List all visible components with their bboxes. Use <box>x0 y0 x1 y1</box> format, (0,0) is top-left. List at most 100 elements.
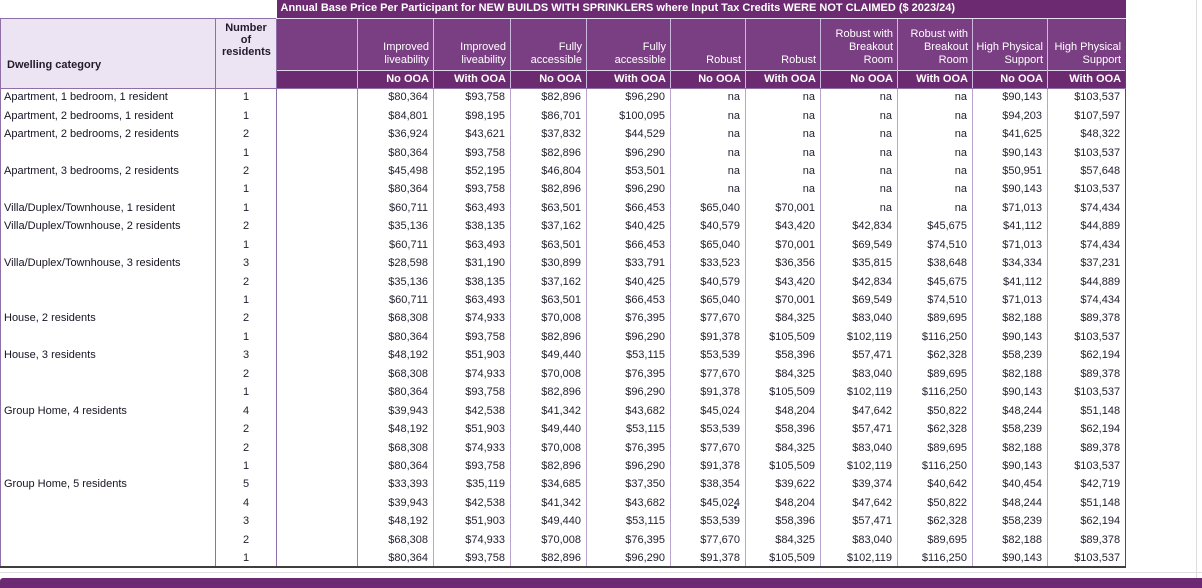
residents-cell: 1 <box>215 290 277 310</box>
price-cell: $28,598 <box>357 253 434 273</box>
price-cell: $44,889 <box>1047 217 1127 236</box>
table-row: Group Home, 4 residents 4 $39,943 $42,538 $4… <box>0 401 1127 420</box>
residents-cell: 2 <box>215 124 277 144</box>
dwelling-category-cell <box>0 235 216 254</box>
price-cell: $35,815 <box>820 253 898 273</box>
price-cell: $90,143 <box>972 327 1048 347</box>
price-cell: $48,244 <box>972 401 1048 420</box>
dwelling-category-cell <box>0 493 216 513</box>
price-cell: $103,537 <box>1047 143 1127 162</box>
table-row: 2 $68,308 $74,933 $70,008 $76,395 $77,670 $84,… <box>0 364 1127 383</box>
table-row: House, 3 residents 3 $48,192 $51,903 $49,440… <box>0 346 1127 365</box>
price-cell: $94,203 <box>972 106 1048 125</box>
table-row: 1 $60,711 $63,493 $63,501 $66,453 $65,040 $70,… <box>0 235 1127 254</box>
price-cell: na <box>897 180 973 199</box>
price-cell: $91,378 <box>670 456 746 476</box>
residents-cell: 2 <box>215 530 277 549</box>
price-cell: $93,758 <box>433 383 511 402</box>
blank-cell <box>276 530 358 549</box>
price-cell: $70,001 <box>745 290 821 310</box>
price-cell: $83,040 <box>820 438 898 457</box>
price-cell: $45,024 <box>670 401 746 420</box>
table-row: Apartment, 2 bedrooms, 1 resident 1 $84,80… <box>0 106 1127 125</box>
price-cell: $89,695 <box>897 364 973 383</box>
price-cell: $82,896 <box>510 180 587 199</box>
price-cell: $35,136 <box>357 272 434 291</box>
residents-cell: 4 <box>215 401 277 420</box>
price-cell: $80,364 <box>357 456 434 476</box>
blank-cell <box>276 198 358 218</box>
blank-cell <box>276 512 358 531</box>
price-cell: $66,453 <box>586 235 671 254</box>
blank-cell <box>276 438 358 457</box>
price-cell: $62,328 <box>897 512 973 531</box>
col-header-robust-breakout-with-ooa: Robust with Breakout Room <box>897 18 973 70</box>
footer-band <box>0 578 1202 588</box>
dwelling-category-cell <box>0 272 216 291</box>
price-cell: $82,896 <box>510 143 587 162</box>
price-cell: $70,001 <box>745 198 821 218</box>
price-cell: $74,434 <box>1047 198 1127 218</box>
table-row: 1 $80,364 $93,758 $82,896 $96,290 $91,378 $105… <box>0 548 1127 569</box>
price-cell: $63,501 <box>510 198 587 218</box>
price-cell: $68,308 <box>357 364 434 383</box>
residents-cell: 2 <box>215 364 277 383</box>
price-cell: $40,425 <box>586 217 671 236</box>
price-cell: $84,325 <box>745 438 821 457</box>
price-cell: na <box>745 180 821 199</box>
dwelling-category-cell: Group Home, 5 residents <box>0 475 216 494</box>
price-cell: $71,013 <box>972 198 1048 218</box>
price-cell: $43,621 <box>433 124 511 144</box>
price-cell: $96,290 <box>586 327 671 347</box>
price-cell: $37,231 <box>1047 253 1127 273</box>
price-cell: $68,308 <box>357 438 434 457</box>
residents-cell: 1 <box>215 327 277 347</box>
col-header-high-physical-support-with-ooa: High Physical Support <box>1046 18 1127 70</box>
table-row: House, 2 residents 2 $68,308 $74,933 $70,008… <box>0 309 1127 328</box>
price-cell: $89,378 <box>1047 438 1127 457</box>
table-row: Villa/Duplex/Townhouse, 2 residents 2 $35,… <box>0 217 1127 236</box>
residents-cell: 1 <box>215 548 277 569</box>
blank-cell <box>276 290 358 310</box>
blank-cell <box>276 327 358 347</box>
price-cell: $105,509 <box>745 383 821 402</box>
price-cell: $93,758 <box>433 456 511 476</box>
dwelling-category-cell <box>0 419 216 439</box>
price-cell: $63,501 <box>510 290 587 310</box>
price-cell: $77,670 <box>670 309 746 328</box>
price-cell: $105,509 <box>745 548 821 569</box>
price-cell: $71,013 <box>972 290 1048 310</box>
price-table: Annual Base Price Per Participant for NE… <box>0 0 1127 569</box>
table-row: 1 $80,364 $93,758 $82,896 $96,290 $91,378 $105… <box>0 456 1127 476</box>
price-cell: $93,758 <box>433 327 511 347</box>
ooa-header-3: With OOA <box>586 69 671 89</box>
price-cell: $38,135 <box>433 217 511 236</box>
price-cell: $89,378 <box>1047 309 1127 328</box>
price-cell: $70,008 <box>510 364 587 383</box>
table-body: Apartment, 1 bedroom, 1 resident 1 $80,364… <box>0 88 1127 569</box>
price-cell: $43,682 <box>586 493 671 513</box>
residents-cell: 2 <box>215 217 277 236</box>
table-row: Apartment, 1 bedroom, 1 resident 1 $80,364… <box>0 88 1127 107</box>
price-cell: $90,143 <box>972 88 1048 107</box>
price-cell: $48,192 <box>357 346 434 365</box>
residents-cell: 1 <box>215 198 277 218</box>
price-cell: $63,493 <box>433 198 511 218</box>
price-cell: $76,395 <box>586 364 671 383</box>
price-cell: na <box>745 88 821 107</box>
price-cell: $70,008 <box>510 530 587 549</box>
dwelling-category-cell: Villa/Duplex/Townhouse, 2 residents <box>0 217 216 236</box>
residents-cell: 2 <box>215 161 277 181</box>
price-cell: $70,008 <box>510 438 587 457</box>
price-cell: $53,539 <box>670 512 746 531</box>
price-cell: $58,396 <box>745 419 821 439</box>
price-cell: $103,537 <box>1047 548 1127 569</box>
price-cell: $46,804 <box>510 161 587 181</box>
table-row: 2 $35,136 $38,135 $37,162 $40,425 $40,579 $43,… <box>0 272 1127 291</box>
price-cell: $53,115 <box>586 346 671 365</box>
price-cell: $53,539 <box>670 419 746 439</box>
price-cell: $42,719 <box>1047 475 1127 494</box>
residents-cell: 2 <box>215 419 277 439</box>
price-cell: $37,162 <box>510 272 587 291</box>
blank-cell <box>276 401 358 420</box>
